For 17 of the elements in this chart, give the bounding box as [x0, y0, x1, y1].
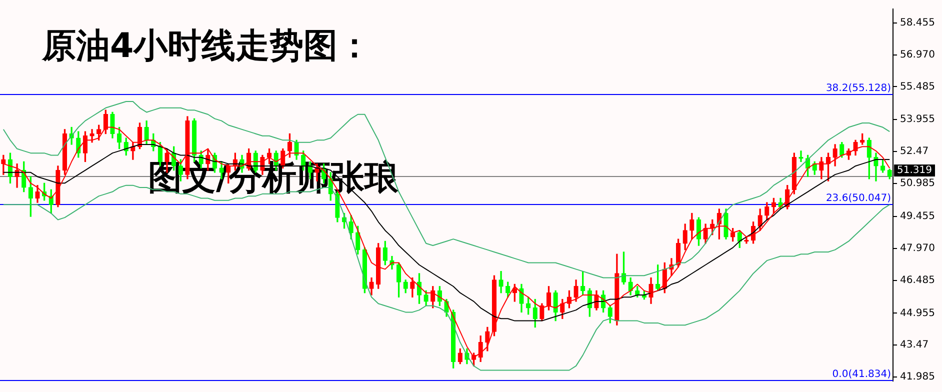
- y-tick-label: 55.485: [900, 81, 936, 92]
- y-tick-label: 44.955: [900, 308, 936, 319]
- y-tick-label: 52.47: [900, 146, 929, 158]
- y-tick-label: 47.970: [900, 242, 936, 254]
- y-tick-label: 49.455: [900, 210, 936, 222]
- y-tick-label: 56.970: [900, 49, 936, 60]
- ref-line-label: 23.6(50.047): [826, 193, 892, 204]
- text: 原油4小时线走势图：: [41, 26, 372, 66]
- y-tick-label: 58.455: [900, 17, 936, 28]
- ref-line-label: 0.0(41.834): [832, 369, 892, 380]
- y-tick-label: 53.955: [900, 114, 936, 126]
- y-tick-label: 43.47: [900, 340, 929, 351]
- ref-line-label: 38.2(55.128): [826, 83, 892, 94]
- y-tick-label: 50.985: [900, 178, 936, 190]
- ref-line-label: 51.319: [897, 165, 932, 176]
- y-tick-label: 46.485: [900, 274, 936, 286]
- y-tick-label: 41.985: [900, 372, 936, 383]
